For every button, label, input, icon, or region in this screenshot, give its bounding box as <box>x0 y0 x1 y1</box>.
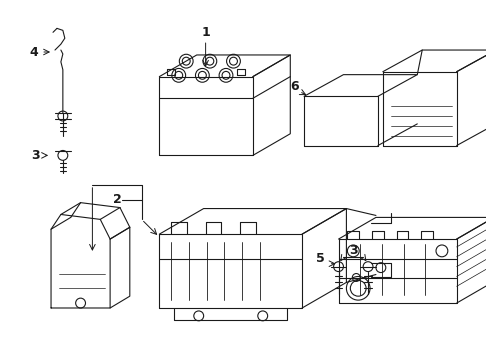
Text: 4: 4 <box>29 45 38 59</box>
Text: 6: 6 <box>290 80 298 93</box>
Text: 3: 3 <box>349 244 358 257</box>
Text: 3: 3 <box>31 149 40 162</box>
Text: 1: 1 <box>201 26 210 39</box>
Text: 5: 5 <box>317 252 325 265</box>
Text: 2: 2 <box>113 193 122 206</box>
